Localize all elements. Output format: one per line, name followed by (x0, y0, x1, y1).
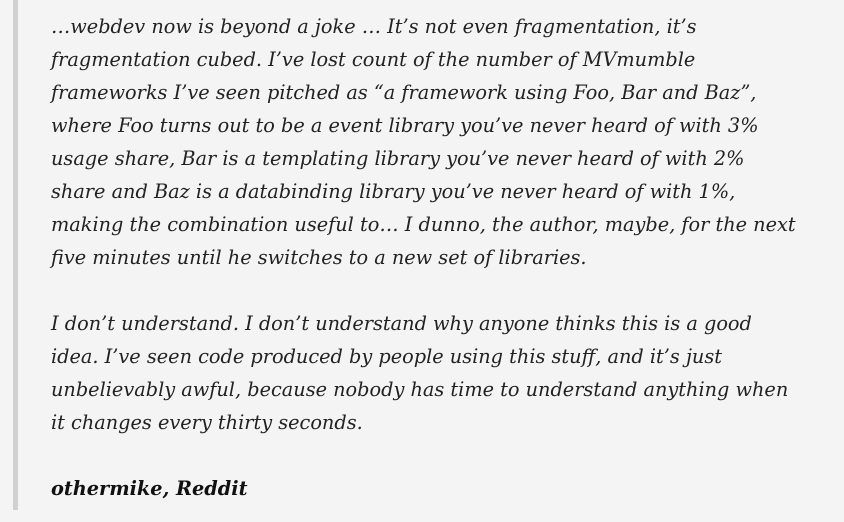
blockquote-content: …webdev now is beyond a joke … It’s not … (51, 10, 811, 505)
quote-line: usage share, Bar is a templating library… (51, 147, 745, 170)
quote-line: fragmentation cubed. I’ve lost count of … (51, 48, 696, 71)
quote-line: share and Baz is a databinding library y… (51, 180, 736, 203)
quote-line: making the combination useful to… I dunn… (51, 213, 796, 236)
quote-line: I don’t understand. I don’t understand w… (51, 312, 752, 335)
quote-line: …webdev now is beyond a joke … It’s not … (51, 15, 697, 38)
quote-paragraph-1: …webdev now is beyond a joke … It’s not … (51, 10, 811, 274)
quote-line: unbelievably awful, because nobody has t… (51, 378, 789, 401)
quote-line: five minutes until he switches to a new … (51, 246, 587, 269)
quote-paragraph-2: I don’t understand. I don’t understand w… (51, 307, 811, 439)
quote-line: frameworks I’ve seen pitched as “a frame… (51, 81, 757, 104)
quote-attribution: othermike, Reddit (51, 477, 248, 500)
quote-line: where Foo turns out to be a event librar… (51, 114, 759, 137)
quote-line: idea. I’ve seen code produced by people … (51, 345, 722, 368)
quote-line: it changes every thirty seconds. (51, 411, 363, 434)
blockquote: …webdev now is beyond a joke … It’s not … (13, 0, 844, 510)
